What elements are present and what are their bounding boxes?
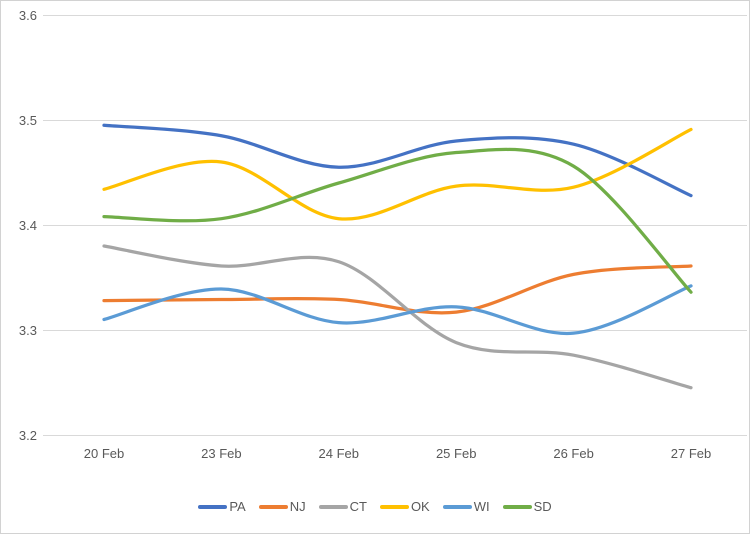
y-axis-tick-label: 3.5 — [19, 113, 37, 128]
legend-item-NJ: NJ — [258, 499, 306, 515]
legend-item-CT: CT — [318, 499, 367, 515]
legend-item-OK: OK — [379, 499, 430, 515]
x-axis-tick-label: 20 Feb — [84, 446, 124, 461]
chart-legend: PA NJ CT OK WI SD — [1, 499, 749, 515]
legend-label: OK — [410, 499, 430, 514]
legend-line-marker — [198, 505, 228, 509]
series-line-CT — [102, 244, 693, 390]
legend-label: PA — [229, 499, 246, 514]
x-axis-tick-label: 25 Feb — [436, 446, 476, 461]
x-axis-tick-label: 23 Feb — [201, 446, 241, 461]
legend-line-marker — [502, 505, 532, 509]
legend-item-SD: SD — [502, 499, 552, 515]
legend-label: SD — [533, 499, 552, 514]
series-line-NJ — [102, 264, 693, 315]
legend-item-PA: PA — [198, 499, 246, 515]
legend-label: WI — [473, 499, 490, 514]
legend-label: NJ — [289, 499, 306, 514]
y-axis-tick-label: 3.3 — [19, 323, 37, 338]
series-line-WI — [102, 284, 693, 336]
legend-label: CT — [349, 499, 367, 514]
series-line-PA — [102, 123, 693, 198]
legend-line-marker — [379, 505, 409, 509]
x-axis-tick-label: 27 Feb — [671, 446, 711, 461]
series-line-OK — [102, 127, 693, 221]
legend-line-marker — [258, 505, 288, 509]
x-axis-tick-label: 24 Feb — [319, 446, 359, 461]
legend-line-marker — [318, 505, 348, 509]
y-axis-tick-label: 3.4 — [19, 218, 37, 233]
y-axis-tick-label: 3.6 — [19, 8, 37, 23]
legend-item-WI: WI — [442, 499, 490, 515]
series-line-SD — [102, 147, 693, 294]
x-axis-tick-label: 26 Feb — [553, 446, 593, 461]
y-axis-tick-label: 3.2 — [19, 428, 37, 443]
legend-line-marker — [442, 505, 472, 509]
